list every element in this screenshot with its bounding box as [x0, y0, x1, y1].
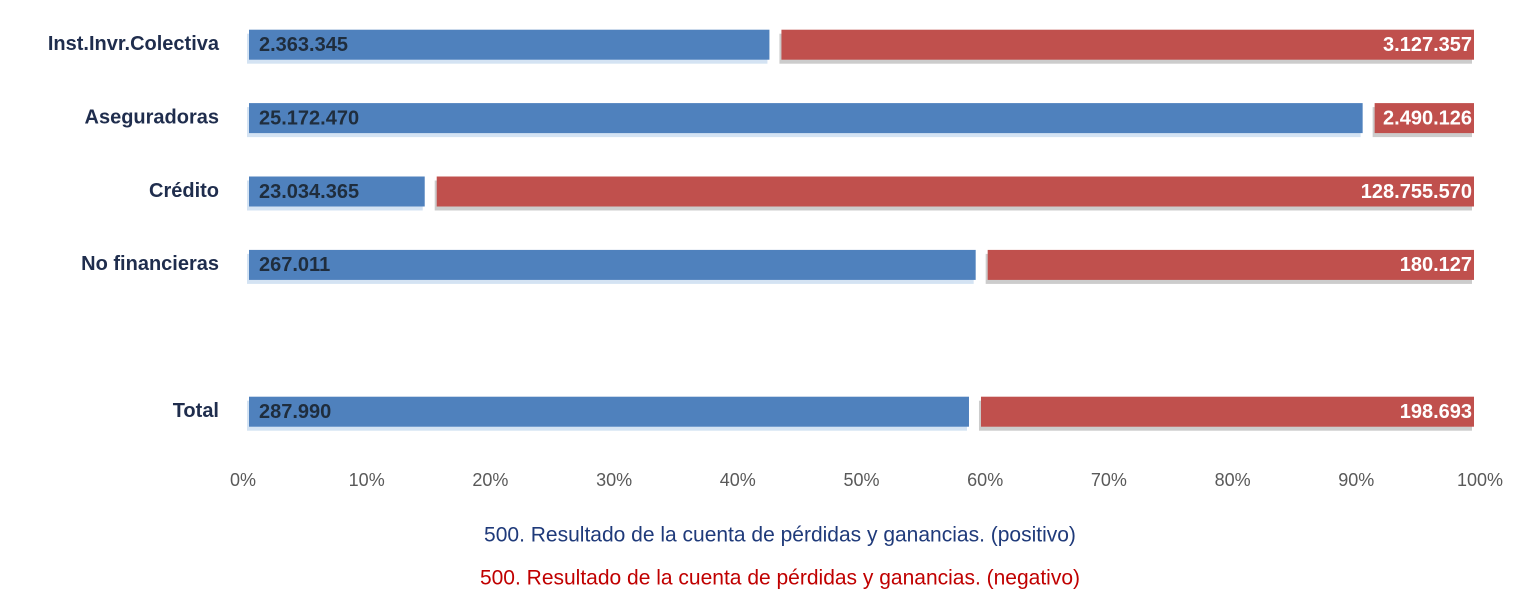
x-tick-label: 0%	[230, 470, 256, 490]
value-label: 287.990	[259, 401, 331, 423]
bar	[987, 249, 1474, 280]
value-label: 2.490.126	[1383, 107, 1472, 129]
category-label: Total	[173, 400, 219, 422]
category-label: Inst.Invr.Colectiva	[48, 33, 220, 55]
bar	[249, 29, 770, 60]
value-label: 25.172.470	[259, 107, 359, 129]
bar	[1374, 103, 1474, 134]
legend-label: 500. Resultado de la cuenta de pérdidas …	[480, 567, 1080, 590]
value-label: 267.011	[259, 254, 330, 276]
bar	[249, 103, 1363, 134]
value-label: 2.363.345	[259, 34, 348, 56]
category-label: Aseguradoras	[85, 106, 220, 128]
bar	[249, 176, 425, 207]
x-tick-label: 60%	[967, 470, 1003, 490]
x-tick-label: 30%	[596, 470, 632, 490]
bar	[436, 176, 1474, 207]
x-tick-label: 20%	[472, 470, 508, 490]
category-label: No financieras	[81, 253, 219, 275]
x-tick-label: 100%	[1457, 470, 1503, 490]
x-tick-label: 10%	[349, 470, 385, 490]
value-label: 23.034.365	[259, 181, 359, 203]
value-label: 128.755.570	[1361, 181, 1472, 203]
category-label: Crédito	[149, 180, 219, 202]
value-label: 198.693	[1400, 401, 1472, 423]
value-label: 180.127	[1400, 254, 1472, 276]
x-tick-label: 50%	[843, 470, 879, 490]
bar	[980, 396, 1474, 427]
bar	[249, 249, 976, 280]
legend-label: 500. Resultado de la cuenta de pérdidas …	[484, 524, 1076, 547]
x-tick-label: 70%	[1091, 470, 1127, 490]
x-tick-label: 40%	[720, 470, 756, 490]
x-tick-label: 90%	[1338, 470, 1374, 490]
value-label: 3.127.357	[1383, 34, 1472, 56]
bar	[249, 396, 969, 427]
bar	[781, 29, 1474, 60]
x-tick-label: 80%	[1215, 470, 1251, 490]
